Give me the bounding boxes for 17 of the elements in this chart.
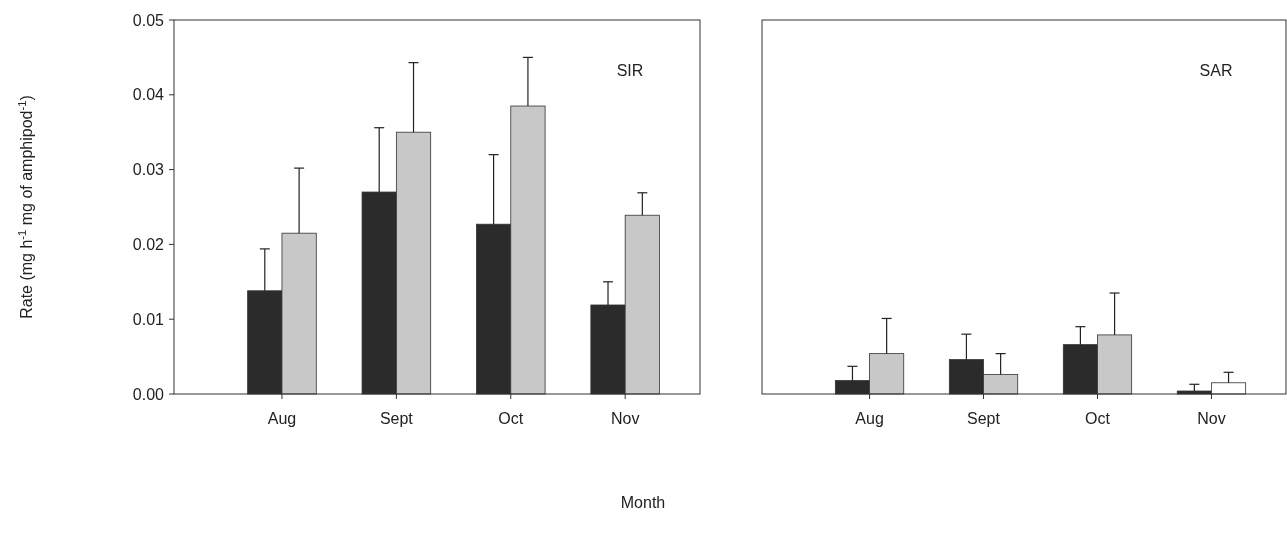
x-tick-label: Oct (498, 410, 524, 427)
x-tick-label: Aug (855, 410, 884, 427)
text: SAR (1199, 62, 1233, 79)
x-tick-label: Sept (967, 410, 1001, 427)
y-tick-label: 0.02 (132, 236, 165, 253)
y-tick-label: 0.00 (132, 385, 165, 403)
x-axis-title: Month (620, 494, 666, 511)
text: SIR (616, 62, 644, 79)
x-tick-label: Sept (379, 410, 414, 427)
x-tick-label: Oct (1085, 410, 1111, 427)
x-tick-label: Nov (1197, 410, 1226, 427)
y-tick-label: 0.05 (132, 11, 165, 29)
x-tick-label: Nov (610, 410, 640, 427)
y-tick-label: 0.04 (132, 86, 165, 104)
y-tick-label: 0.03 (132, 161, 165, 179)
y-tick-label: 0.01 (132, 310, 165, 328)
x-tick-label: Aug (267, 410, 297, 427)
